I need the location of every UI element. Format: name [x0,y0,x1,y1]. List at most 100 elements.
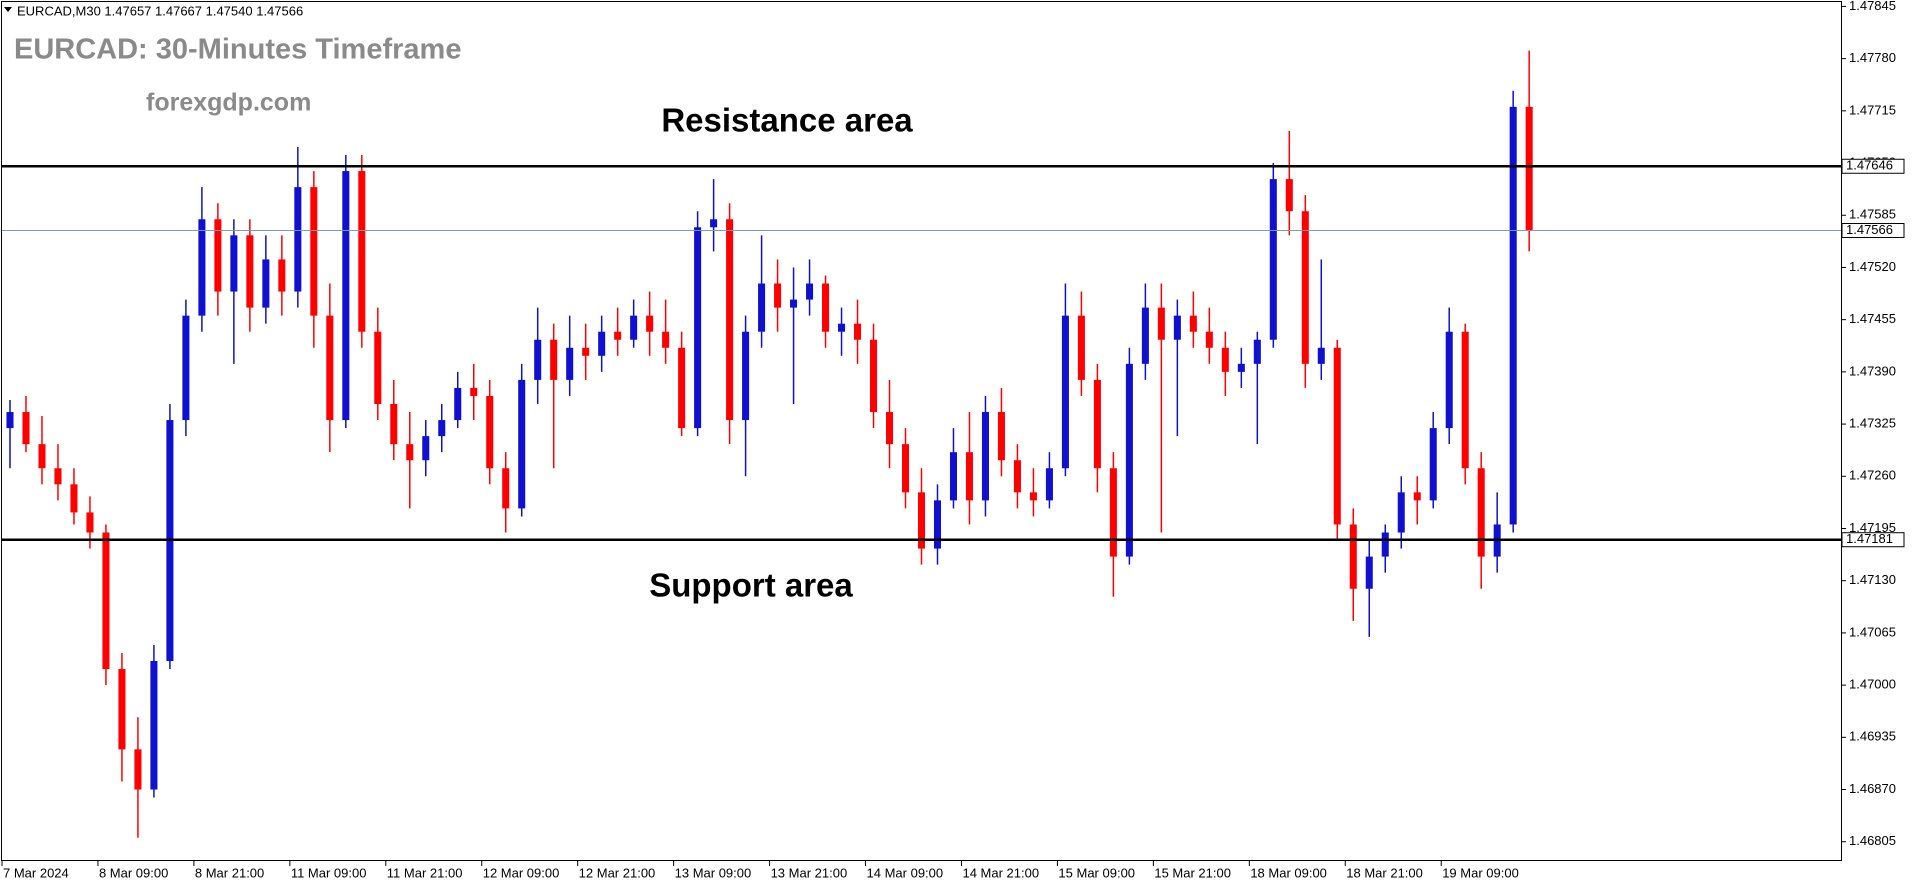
candle-body [1509,106,1517,525]
x-tick-label: 15 Mar 09:00 [1058,865,1135,880]
candle-body [917,492,926,549]
candle-body [1349,524,1357,589]
annotation: Support area [649,567,853,604]
x-tick-label: 12 Mar 21:00 [579,865,656,880]
candle-body [598,331,606,356]
candle-body [1205,331,1213,348]
candle-body [630,315,638,340]
candle-body [1253,339,1261,364]
last-price-line-label: 1.47566 [1846,222,1893,237]
candle-body [230,235,238,292]
candle-body [1445,331,1453,429]
y-tick-label: 1.46870 [1849,781,1896,796]
candle-body [1525,106,1533,231]
candle-body [214,219,222,292]
support-line-label: 1.47181 [1846,531,1893,546]
candle-body [518,379,526,509]
candle-body [726,219,734,421]
candle-body [1029,492,1037,501]
x-tick-label: 8 Mar 21:00 [195,865,264,880]
candle-body [885,412,894,445]
candle-body [901,444,910,493]
y-tick-label: 1.47000 [1849,677,1896,692]
candle-body [822,283,830,332]
candle-body [86,512,94,533]
candle-body [678,347,686,429]
candle-body [694,227,702,429]
candle-body [1141,307,1149,364]
chart-subtitle: forexgdp.com [146,89,311,117]
annotation: Resistance area [661,102,913,139]
candle-body [550,339,558,380]
candle-body [1397,492,1405,533]
candle-body [534,339,542,380]
candle-body [70,484,78,513]
candle-body [949,452,958,501]
candle-body [374,331,382,404]
candle-body [838,323,846,332]
candle-body [1477,468,1485,557]
x-tick-label: 11 Mar 09:00 [291,865,367,880]
candle-body [1189,315,1197,332]
x-tick-label: 14 Mar 21:00 [962,865,1039,880]
x-tick-label: 13 Mar 09:00 [675,865,752,880]
y-tick-label: 1.47845 [1849,0,1896,13]
y-tick-label: 1.47065 [1849,624,1896,639]
x-tick-label: 7 Mar 2024 [3,865,69,880]
candle-body [390,403,398,445]
y-tick-label: 1.47325 [1849,416,1896,431]
candle-body [422,436,430,461]
x-tick-label: 14 Mar 09:00 [867,865,944,880]
candle-body [150,661,158,790]
candle-body [38,444,46,469]
candle-body [454,387,462,421]
candle-body [1077,315,1085,380]
x-tick-label: 12 Mar 09:00 [483,865,560,880]
chart-title: EURCAD: 30-Minutes Timeframe [14,34,461,66]
candle-body [118,669,126,750]
x-tick-label: 13 Mar 21:00 [771,865,848,880]
candle-body [1157,307,1165,340]
x-tick-label: 15 Mar 21:00 [1154,865,1231,880]
candle-body [1429,428,1437,501]
candle-body [1413,492,1421,501]
candle-body [854,323,862,340]
menu-triangle [4,7,12,12]
candle-body [1461,331,1469,469]
candle-body [1221,347,1229,372]
candle-body [294,187,302,292]
candle-body [278,259,286,292]
candle-body [1013,460,1021,493]
x-tick-label: 18 Mar 21:00 [1346,865,1423,880]
candle-body [1269,179,1277,340]
candle-body [486,395,494,469]
candle-body [470,387,478,396]
candle-body [1333,347,1341,525]
candle-body [965,452,973,501]
candle-body [358,171,366,332]
candle-body [310,187,318,316]
candle-body [1173,315,1181,340]
plot-frame [1,1,1842,861]
candle-body [326,315,334,421]
support-line-label-box [1841,532,1905,548]
candle-body [22,412,30,445]
candle-body [742,331,750,421]
candle-body [262,259,270,308]
candle-body [582,347,590,356]
candle-body [6,412,14,429]
candle-body [1093,379,1101,469]
candle-body [198,219,206,316]
resistance-line-label-box [1841,158,1905,174]
candle-body [614,331,622,340]
candle-body [438,420,446,437]
y-tick-label: 1.47780 [1849,50,1896,65]
x-tick-label: 11 Mar 21:00 [387,865,463,880]
candle-body [790,299,798,308]
candle-body [1285,179,1293,212]
last-price-line-label-box [1841,223,1905,239]
candle-body [54,468,62,485]
candle-body [646,315,654,332]
